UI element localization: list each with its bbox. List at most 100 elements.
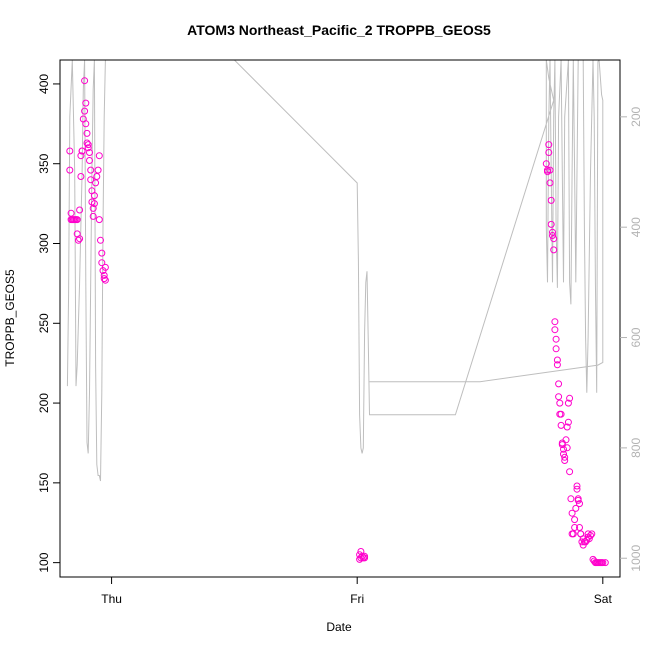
data-point	[90, 192, 98, 200]
data-point	[97, 236, 104, 244]
y2-tick-label: 800	[629, 438, 643, 458]
data-point	[98, 249, 106, 257]
data-point	[547, 196, 555, 204]
data-point	[557, 421, 565, 429]
x-axis-label: Date	[326, 620, 352, 634]
data-point	[560, 450, 567, 458]
data-point	[561, 457, 569, 464]
chart-title: ATOM3 Northeast_Pacific_2 TROPPB_GEOS5	[187, 22, 491, 38]
data-point	[73, 216, 81, 224]
data-point	[98, 259, 106, 267]
data-point	[83, 129, 91, 137]
data-point	[550, 235, 558, 243]
data-point	[567, 495, 575, 503]
data-point	[546, 179, 554, 187]
y2-tick-label: 600	[629, 327, 643, 347]
data-point	[101, 276, 109, 284]
data-point	[556, 399, 564, 407]
data-point	[83, 139, 91, 147]
data-point	[552, 335, 560, 343]
data-point	[89, 204, 97, 212]
data-point	[549, 228, 556, 236]
data-point	[560, 445, 567, 453]
data-point	[563, 423, 571, 431]
data-point	[542, 160, 550, 168]
y-tick-label: 200	[37, 393, 51, 413]
data-point	[555, 393, 563, 401]
data-point	[84, 141, 92, 149]
data-point	[571, 524, 579, 531]
x-tick-label: Fri	[350, 592, 364, 606]
y-axis-label: TROPPB_GEOS5	[3, 269, 17, 367]
data-point	[566, 394, 574, 402]
y-tick-label: 400	[37, 74, 51, 94]
y2-tick-label: 200	[629, 106, 643, 126]
data-point	[569, 530, 577, 538]
plot-frame	[59, 59, 621, 578]
data-point	[95, 216, 103, 224]
data-point	[576, 524, 583, 531]
data-point	[87, 176, 95, 184]
data-point	[552, 345, 560, 353]
data-point	[66, 166, 74, 174]
y-tick-label: 250	[37, 313, 51, 333]
data-point	[74, 236, 82, 244]
data-point	[81, 107, 89, 115]
data-point	[95, 152, 103, 160]
data-point	[561, 453, 569, 461]
x-tick-label: Thu	[101, 592, 122, 606]
data-point	[100, 275, 108, 283]
data-point	[92, 179, 100, 187]
data-point	[553, 361, 561, 369]
data-point	[601, 559, 609, 567]
data-point	[564, 418, 572, 426]
data-point	[81, 77, 89, 85]
data-point	[599, 559, 607, 567]
data-point	[551, 326, 559, 334]
data-point	[89, 212, 97, 220]
data-point	[588, 530, 596, 538]
y-tick-label: 100	[37, 552, 51, 572]
data-point	[77, 173, 85, 180]
data-point	[576, 500, 583, 508]
data-point	[558, 441, 566, 449]
data-point	[66, 147, 74, 155]
data-point	[571, 516, 579, 524]
y-tick-label: 350	[37, 153, 51, 173]
data-point	[550, 246, 558, 254]
data-point	[564, 399, 572, 407]
data-point	[94, 166, 102, 174]
data-point	[587, 532, 594, 539]
y-tick-label: 150	[37, 473, 51, 493]
y2-tick-label: 1000	[629, 545, 643, 572]
data-point	[572, 504, 580, 512]
data-point	[547, 220, 555, 228]
data-point	[82, 120, 90, 128]
data-point	[78, 147, 86, 155]
data-point	[86, 149, 93, 156]
y2-axis: 200 400 600 800 1000	[620, 106, 643, 572]
data-point	[77, 152, 85, 160]
x-tick-label: Sat	[594, 592, 613, 606]
data-point	[549, 232, 556, 239]
data-point	[90, 200, 98, 208]
y-axis: 100 150 200 250 300 350 400	[37, 74, 60, 573]
data-point	[553, 356, 561, 364]
data-point	[568, 509, 576, 517]
data-point	[574, 496, 582, 504]
data-point	[100, 271, 108, 279]
data-point	[555, 380, 563, 388]
data-point	[84, 144, 92, 152]
data-point	[82, 99, 90, 107]
y-tick-label: 300	[37, 233, 51, 253]
data-point	[557, 410, 565, 418]
data-point	[361, 554, 369, 562]
data-point	[545, 141, 553, 149]
data-point	[563, 444, 571, 452]
data-point	[101, 263, 109, 271]
data-point	[86, 157, 93, 164]
data-point	[76, 206, 84, 214]
data-point	[566, 468, 574, 476]
data-point	[578, 538, 586, 546]
